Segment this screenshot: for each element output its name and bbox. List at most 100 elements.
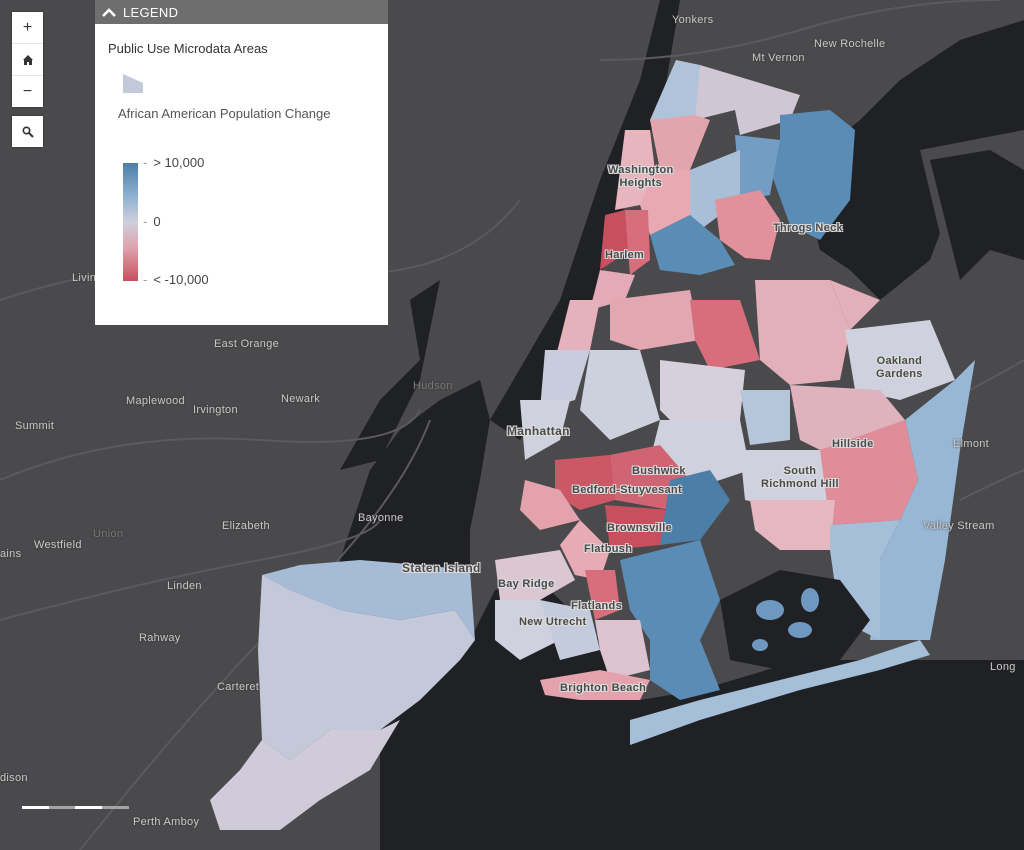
neighborhood-label: Staten Island bbox=[402, 561, 481, 575]
place-label: Yonkers bbox=[672, 14, 714, 26]
puma-queens-hillside bbox=[820, 420, 918, 525]
place-label: Union bbox=[93, 528, 124, 540]
puma-queens-lic bbox=[580, 350, 660, 440]
puma-staten-south bbox=[210, 720, 400, 830]
puma-bronx-north bbox=[695, 65, 800, 135]
place-label: Maplewood bbox=[126, 395, 185, 407]
puma-bk-bayridge bbox=[495, 600, 560, 660]
puma-manhattan-uws bbox=[555, 300, 600, 360]
place-label: Newark bbox=[281, 393, 321, 405]
puma-staten-north bbox=[262, 560, 475, 640]
neighborhood-label: Flatlands bbox=[571, 600, 622, 612]
neighborhood-label: Flatbush bbox=[584, 543, 633, 555]
place-label: Irvington bbox=[193, 404, 238, 416]
legend-panel: LEGEND Public Use Microdata Areas Africa… bbox=[95, 0, 388, 325]
minus-icon: − bbox=[22, 82, 33, 100]
place-label: New Rochelle bbox=[814, 38, 886, 50]
long-island-land bbox=[920, 130, 1024, 660]
search-button[interactable] bbox=[12, 116, 43, 147]
place-label: Livin bbox=[72, 272, 97, 284]
place-label: ains bbox=[0, 548, 22, 560]
neighborhood-label: Washington Heights bbox=[608, 164, 674, 189]
puma-manhattan-harlem2 bbox=[625, 210, 650, 275]
place-label: Long bbox=[990, 661, 1016, 673]
puma-queens-fresh bbox=[740, 390, 790, 445]
place-label: Hudson bbox=[413, 380, 453, 392]
place-label: East Orange bbox=[214, 338, 280, 350]
neighborhood-label: Harlem bbox=[605, 249, 645, 261]
chevron-up-icon bbox=[95, 7, 123, 17]
home-button[interactable] bbox=[12, 44, 43, 76]
place-label: Valley Stream bbox=[923, 520, 995, 532]
neighborhood-label: New Utrecht bbox=[519, 616, 587, 628]
neighborhood-label: Oakland Gardens bbox=[876, 355, 923, 380]
puma-queens-jamaica-n bbox=[790, 385, 905, 450]
zoom-out-button[interactable]: − bbox=[12, 76, 43, 107]
water-newark-bay bbox=[340, 280, 440, 470]
search-icon bbox=[21, 125, 34, 138]
neighborhood-label: South Richmond Hill bbox=[761, 465, 839, 490]
puma-queens-east bbox=[870, 360, 975, 640]
puma-manhattan-low bbox=[520, 400, 570, 460]
ramp-mid-label: -0 bbox=[143, 214, 161, 229]
neighborhood-label: Bay Ridge bbox=[498, 578, 555, 590]
place-label: Westfield bbox=[34, 539, 82, 551]
puma-bk-utrecht bbox=[540, 600, 600, 660]
puma-bk-brighton bbox=[540, 670, 650, 700]
neighborhood-label: Bedford-Stuyvesant bbox=[572, 484, 682, 496]
puma-bk-sunset bbox=[495, 550, 575, 600]
puma-staten-mid bbox=[258, 575, 475, 760]
place-label: dison bbox=[0, 772, 28, 784]
place-label: Elmont bbox=[953, 438, 990, 450]
puma-bronx-west bbox=[640, 170, 690, 235]
place-label: Carteret bbox=[217, 681, 260, 693]
neighborhood-label: Manhattan bbox=[507, 424, 570, 438]
neighborhood-label: Hillside bbox=[832, 438, 874, 450]
puma-bk-parkslope bbox=[520, 480, 580, 530]
puma-queens-flushing bbox=[755, 280, 850, 385]
puma-bk-flatlands-strip bbox=[585, 570, 620, 620]
puma-manhattan-harlem1 bbox=[600, 210, 630, 270]
puma-manhattan-mid bbox=[540, 350, 590, 410]
neighborhood-label: Brighton Beach bbox=[560, 682, 647, 694]
place-label: Summit bbox=[15, 420, 55, 432]
puma-bk-bedstuy bbox=[555, 455, 615, 510]
puma-bk-canarsie bbox=[620, 540, 720, 640]
place-label: Perth Amboy bbox=[133, 816, 200, 828]
legend-field-title: African American Population Change bbox=[118, 106, 331, 121]
color-ramp bbox=[123, 163, 138, 281]
puma-queens-elmhurst bbox=[660, 360, 745, 430]
zoom-in-button[interactable]: + bbox=[12, 12, 43, 44]
neighborhood-label: Throgs Neck bbox=[773, 222, 843, 234]
legend-layer-title: Public Use Microdata Areas bbox=[108, 41, 268, 56]
polygon-swatch-icon bbox=[123, 74, 143, 93]
place-label: Rahway bbox=[139, 632, 181, 644]
puma-bronx-ne bbox=[770, 110, 855, 240]
ramp-low-label: - < -10,000 bbox=[143, 272, 209, 287]
water-hudson bbox=[490, 0, 680, 440]
puma-bronx-c1 bbox=[735, 135, 780, 200]
puma-queens-jh bbox=[690, 300, 760, 370]
legend-toggle[interactable]: LEGEND bbox=[95, 0, 388, 24]
puma-queens-srh bbox=[740, 450, 835, 510]
plus-icon: + bbox=[22, 18, 33, 36]
puma-queens-rockaway bbox=[630, 640, 930, 745]
puma-bk-sheepshead bbox=[650, 640, 720, 700]
puma-bronx-south bbox=[650, 215, 735, 275]
puma-bk-flatbush bbox=[560, 520, 610, 580]
neighborhood-label: Brownsville bbox=[607, 522, 673, 534]
zoom-control: + − bbox=[12, 12, 43, 107]
water-sound bbox=[800, 20, 1024, 300]
puma-queens-oakland bbox=[845, 320, 955, 400]
puma-queens-bayside bbox=[830, 280, 880, 330]
puma-manhattan-wh bbox=[615, 130, 655, 210]
puma-bk-midwood bbox=[595, 620, 650, 680]
place-label: Elizabeth bbox=[222, 520, 270, 532]
place-label: Mt Vernon bbox=[752, 52, 805, 64]
neighborhood-label: Bushwick bbox=[632, 465, 686, 477]
place-label: Bayonne bbox=[358, 512, 404, 524]
puma-bronx-throgs bbox=[715, 190, 780, 260]
home-icon bbox=[22, 54, 33, 65]
puma-queens-astoria bbox=[610, 290, 700, 350]
